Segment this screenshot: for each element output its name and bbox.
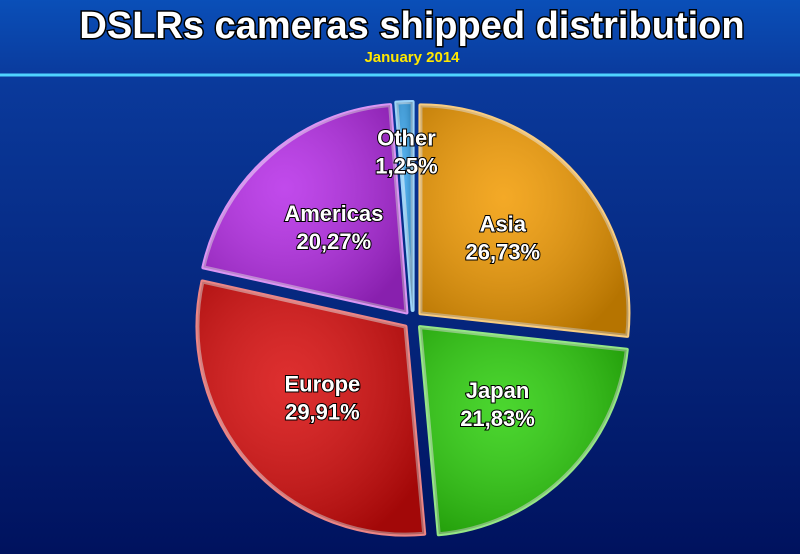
value-label: 1,25% <box>375 154 437 179</box>
value-label: 21,83% <box>460 406 535 431</box>
slice-label: Japan <box>466 378 530 403</box>
slice-label: Europe <box>285 371 361 396</box>
slice-shade <box>203 105 407 313</box>
slice-label: Asia <box>480 211 527 236</box>
slice-shade <box>396 102 413 311</box>
value-label: 29,91% <box>285 399 360 424</box>
labels: Asia 26,73% Japan 21,83% Europe 29,91% America… <box>283 125 541 432</box>
slice-shade <box>420 327 627 535</box>
slice-shade <box>197 281 425 535</box>
slice-label: Other <box>377 126 436 151</box>
slice-label: Americas <box>284 201 383 226</box>
slice-shade <box>420 105 629 336</box>
chart-subtitle: January 2014 <box>364 49 460 66</box>
pie <box>195 100 631 537</box>
value-label: 20,27% <box>297 229 372 254</box>
value-label: 26,73% <box>466 239 541 264</box>
chart-title: DSLRs cameras shipped distribution <box>79 5 744 47</box>
